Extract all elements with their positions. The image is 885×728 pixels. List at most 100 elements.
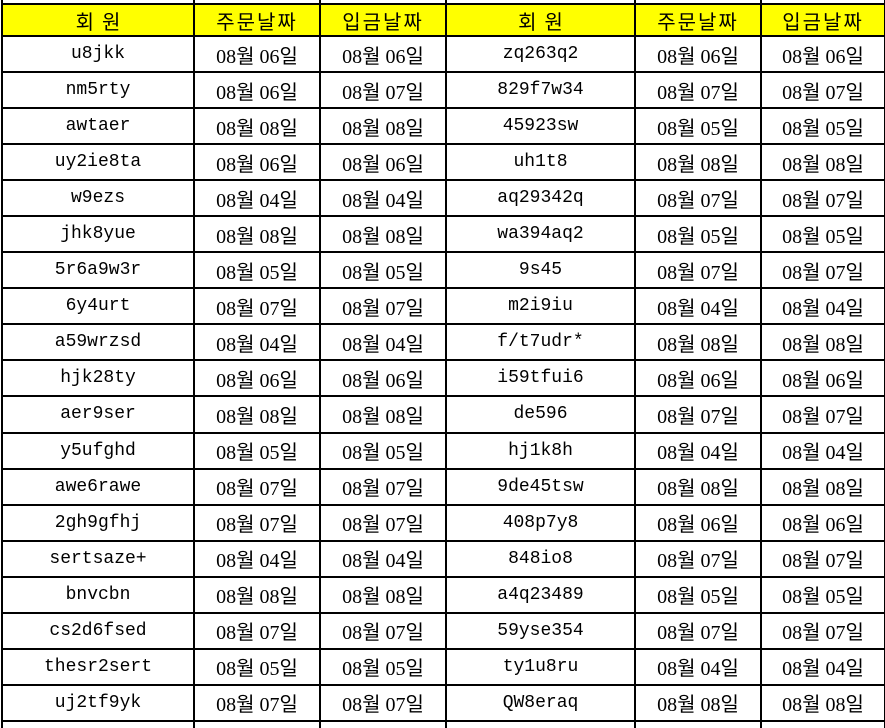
order-date-cell[interactable]: 08월 08일 — [634, 323, 762, 362]
deposit-date-cell[interactable]: 08월 04일 — [319, 539, 447, 578]
deposit-date-cell[interactable]: 08월 07일 — [319, 503, 447, 542]
member-cell[interactable]: 848io8 — [445, 539, 636, 578]
deposit-date-cell[interactable]: 08월 05일 — [760, 575, 885, 614]
order-date-cell[interactable]: 08월 08일 — [193, 215, 321, 254]
order-date-header[interactable]: 주문날짜 — [193, 3, 321, 37]
order-date-cell[interactable]: 08월 07일 — [634, 395, 762, 434]
member-cell[interactable]: u8jkk — [1, 34, 195, 74]
deposit-date-cell[interactable]: 08월 07일 — [760, 251, 885, 290]
order-date-cell[interactable]: 08월 07일 — [193, 503, 321, 542]
order-date-cell[interactable]: 08월 05일 — [634, 575, 762, 614]
deposit-date-cell[interactable]: 08월 08일 — [319, 575, 447, 614]
order-date-cell[interactable]: 08월 07일 — [193, 287, 321, 326]
order-date-cell[interactable]: 08월 04일 — [193, 323, 321, 362]
deposit-date-cell[interactable]: 08월 08일 — [760, 143, 885, 182]
member-cell[interactable]: i59tfui6 — [445, 359, 636, 398]
member-cell[interactable]: hjk28ty — [1, 359, 195, 398]
deposit-date-cell[interactable]: 08월 07일 — [760, 71, 885, 110]
member-cell[interactable]: sertsaze+ — [1, 539, 195, 578]
order-date-cell[interactable]: 08월 07일 — [193, 683, 321, 723]
order-date-cell[interactable]: 08월 04일 — [193, 539, 321, 578]
member-cell[interactable]: 2gh9gfhj — [1, 503, 195, 542]
deposit-date-cell[interactable]: 08월 07일 — [760, 539, 885, 578]
member-cell[interactable]: aer9ser — [1, 395, 195, 434]
member-cell[interactable]: hj1k8h — [445, 431, 636, 470]
member-header[interactable]: 회원 — [1, 3, 195, 37]
member-cell[interactable]: ty1u8ru — [445, 647, 636, 686]
member-cell[interactable]: m2i9iu — [445, 287, 636, 326]
member-cell[interactable]: awtaer — [1, 107, 195, 146]
member-cell[interactable]: thesr2sert — [1, 647, 195, 686]
deposit-date-cell[interactable]: 08월 04일 — [319, 323, 447, 362]
order-date-cell[interactable]: 08월 04일 — [634, 287, 762, 326]
member-cell[interactable]: zq263q2 — [445, 34, 636, 74]
member-cell[interactable]: a59wrzsd — [1, 323, 195, 362]
deposit-date-cell[interactable]: 08월 08일 — [760, 467, 885, 506]
order-date-cell[interactable]: 08월 07일 — [634, 179, 762, 218]
deposit-date-cell[interactable]: 08월 05일 — [319, 647, 447, 686]
member-cell[interactable]: cs2d6fsed — [1, 611, 195, 650]
order-date-cell[interactable]: 08월 08일 — [193, 575, 321, 614]
deposit-date-cell[interactable]: 08월 06일 — [760, 359, 885, 398]
order-date-cell[interactable]: 08월 06일 — [634, 359, 762, 398]
deposit-date-cell[interactable]: 08월 07일 — [760, 395, 885, 434]
member-cell[interactable]: 59yse354 — [445, 611, 636, 650]
order-date-cell[interactable]: 08월 05일 — [634, 215, 762, 254]
order-date-cell[interactable]: 08월 08일 — [634, 683, 762, 723]
member-cell[interactable]: aq29342q — [445, 179, 636, 218]
deposit-date-cell[interactable]: 08월 08일 — [319, 215, 447, 254]
order-date-cell[interactable]: 08월 08일 — [193, 395, 321, 434]
deposit-date-cell[interactable]: 08월 05일 — [319, 251, 447, 290]
member-cell[interactable]: 829f7w34 — [445, 71, 636, 110]
deposit-date-cell[interactable]: 08월 06일 — [319, 143, 447, 182]
member-cell[interactable]: a4q23489 — [445, 575, 636, 614]
order-date-cell[interactable]: 08월 04일 — [193, 179, 321, 218]
order-date-cell[interactable]: 08월 05일 — [634, 107, 762, 146]
order-date-cell[interactable]: 08월 06일 — [634, 34, 762, 74]
deposit-date-cell[interactable]: 08월 07일 — [760, 611, 885, 650]
order-date-cell[interactable]: 08월 06일 — [193, 359, 321, 398]
deposit-date-cell[interactable]: 08월 04일 — [319, 179, 447, 218]
deposit-date-cell[interactable]: 08월 07일 — [319, 467, 447, 506]
member-cell[interactable]: 408p7y8 — [445, 503, 636, 542]
deposit-date-cell[interactable]: 08월 07일 — [319, 683, 447, 723]
order-date-cell[interactable]: 08월 08일 — [634, 143, 762, 182]
member-cell[interactable]: 6y4urt — [1, 287, 195, 326]
deposit-date-cell[interactable]: 08월 06일 — [760, 503, 885, 542]
member-cell[interactable]: jhk8yue — [1, 215, 195, 254]
order-date-cell[interactable]: 08월 06일 — [193, 143, 321, 182]
deposit-date-cell[interactable]: 08월 07일 — [319, 71, 447, 110]
order-date-cell[interactable]: 08월 07일 — [634, 251, 762, 290]
member-cell[interactable]: uy2ie8ta — [1, 143, 195, 182]
deposit-date-cell[interactable]: 08월 05일 — [760, 107, 885, 146]
member-header[interactable]: 회원 — [445, 3, 636, 37]
deposit-date-cell[interactable]: 08월 04일 — [760, 647, 885, 686]
member-cell[interactable]: y5ufghd — [1, 431, 195, 470]
deposit-date-cell[interactable]: 08월 04일 — [760, 287, 885, 326]
deposit-date-cell[interactable]: 08월 08일 — [319, 395, 447, 434]
member-cell[interactable]: nm5rty — [1, 71, 195, 110]
member-cell[interactable]: de596 — [445, 395, 636, 434]
deposit-date-cell[interactable]: 08월 07일 — [319, 287, 447, 326]
order-date-cell[interactable]: 08월 07일 — [634, 611, 762, 650]
member-cell[interactable]: f/t7udr* — [445, 323, 636, 362]
order-date-cell[interactable]: 08월 05일 — [193, 251, 321, 290]
order-date-cell[interactable]: 08월 05일 — [193, 431, 321, 470]
order-date-cell[interactable]: 08월 07일 — [193, 467, 321, 506]
deposit-date-cell[interactable]: 08월 08일 — [760, 323, 885, 362]
member-cell[interactable]: 9de45tsw — [445, 467, 636, 506]
member-cell[interactable]: 9s45 — [445, 251, 636, 290]
deposit-date-cell[interactable]: 08월 05일 — [319, 431, 447, 470]
order-date-cell[interactable]: 08월 06일 — [193, 34, 321, 74]
order-date-cell[interactable]: 08월 04일 — [634, 647, 762, 686]
deposit-date-cell[interactable]: 08월 07일 — [319, 611, 447, 650]
member-cell[interactable]: QW8eraq — [445, 683, 636, 723]
order-date-cell[interactable]: 08월 08일 — [193, 107, 321, 146]
member-cell[interactable]: wa394aq2 — [445, 215, 636, 254]
order-date-cell[interactable]: 08월 06일 — [634, 503, 762, 542]
member-cell[interactable]: w9ezs — [1, 179, 195, 218]
member-cell[interactable]: awe6rawe — [1, 467, 195, 506]
order-date-header[interactable]: 주문날짜 — [634, 3, 762, 37]
order-date-cell[interactable]: 08월 05일 — [193, 647, 321, 686]
deposit-date-cell[interactable]: 08월 06일 — [760, 34, 885, 74]
